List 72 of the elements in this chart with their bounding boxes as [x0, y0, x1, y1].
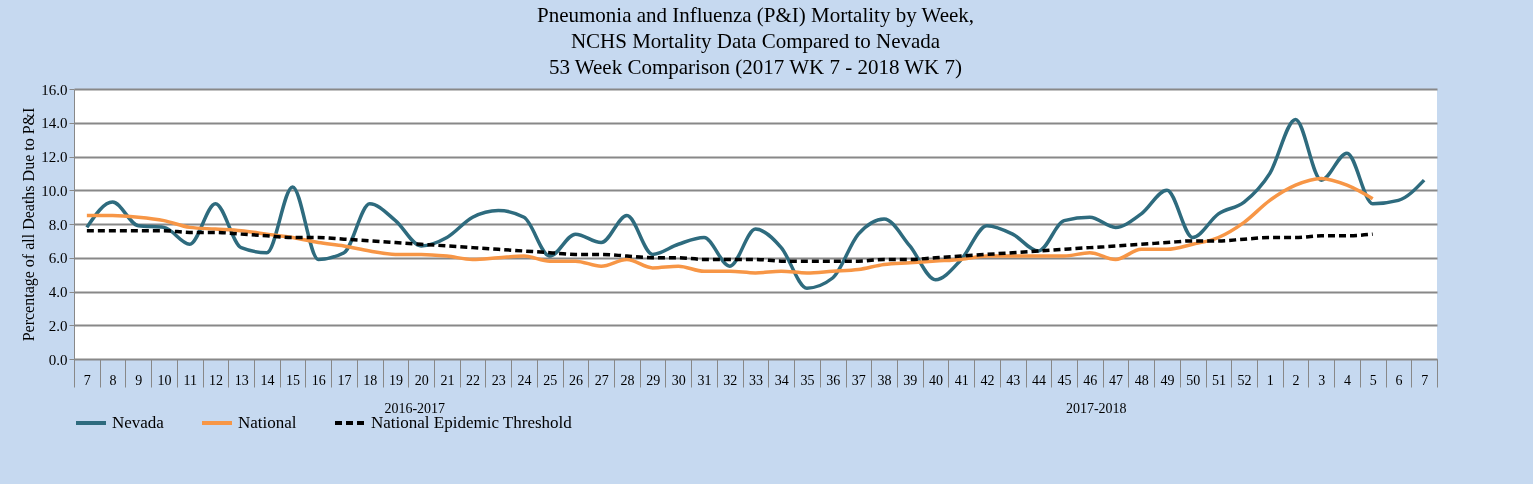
text: 2017-2018 — [1065, 401, 1127, 416]
x-tick-label: 46 — [1083, 372, 1098, 388]
x-tick-label: 14 — [260, 372, 275, 388]
x-tick-label: 1 — [1266, 372, 1274, 388]
x-tick-label: 37 — [851, 372, 866, 388]
x-tick-label: 41 — [954, 372, 969, 388]
text: 2016-2017 — [384, 401, 446, 416]
x-tick-label: 33 — [749, 372, 763, 388]
legend-label: Nevada — [112, 413, 165, 432]
x-tick-label: 27 — [594, 372, 609, 388]
legend-label: National Epidemic Threshold — [371, 413, 573, 432]
x-tick-label: 19 — [388, 372, 403, 388]
x-tick-label: 24 — [517, 372, 532, 388]
y-tick-label: 8.0 — [48, 216, 68, 233]
x-tick-label: 25 — [543, 372, 558, 388]
x-tick-label: 52 — [1237, 372, 1252, 388]
x-tick-label: 11 — [183, 372, 197, 388]
x-tick-label: 40 — [929, 372, 944, 388]
x-tick-label: 47 — [1109, 372, 1124, 388]
x-tick-label: 17 — [337, 372, 352, 388]
x-tick-label: 13 — [234, 372, 249, 388]
x-tick-label: 42 — [980, 372, 995, 388]
x-tick-label: 39 — [903, 372, 918, 388]
x-tick-label: 35 — [800, 372, 815, 388]
y-tick-label: 10.0 — [41, 182, 68, 199]
x-tick-label: 29 — [646, 372, 661, 388]
x-tick-label: 30 — [671, 372, 686, 388]
y-tick-label: 6.0 — [48, 250, 68, 267]
x-tick-label: 23 — [491, 372, 506, 388]
legend-label: National — [238, 413, 297, 432]
x-tick-label: 45 — [1057, 372, 1072, 388]
y-axis-title: Percentage of all Deaths Due to P&I — [20, 107, 39, 342]
x-tick-label: 12 — [208, 372, 223, 388]
x-tick-label: 20 — [414, 372, 429, 388]
y-tick-label: 2.0 — [48, 317, 68, 334]
x-tick-label: 43 — [1006, 372, 1021, 388]
x-tick-label: 38 — [877, 372, 892, 388]
x-tick-label: 21 — [440, 372, 455, 388]
x-tick-label: 50 — [1186, 372, 1201, 388]
x-tick-label: 2 — [1292, 372, 1300, 388]
x-tick-label: 18 — [363, 372, 378, 388]
y-tick-label: 0.0 — [48, 351, 68, 368]
x-tick-label: 9 — [135, 372, 143, 388]
line-series — [85, 229, 1375, 263]
x-tick-label: 7 — [1421, 372, 1429, 388]
chart-title: Pneumonia and Influenza (P&I) Mortality by Week, NCHS Mortality Data Compared to Nevada 53 Week Comparison (2017 WK 7 - 2018 WK 7) — [536, 3, 975, 79]
x-tick-label: 28 — [620, 372, 635, 388]
x-tick-label: 49 — [1160, 372, 1175, 388]
line-series — [85, 176, 1375, 275]
x-tick-label: 26 — [568, 372, 583, 388]
y-tick-label: 12.0 — [41, 149, 68, 165]
x-tick-label: 32 — [723, 372, 738, 388]
y-tick-label: 16.0 — [41, 81, 68, 98]
x-tick-label: 44 — [1031, 372, 1046, 388]
x-tick-label: 4 — [1343, 372, 1351, 388]
x-tick-label: 7 — [83, 372, 91, 388]
x-tick-label: 48 — [1134, 372, 1149, 388]
y-tick-label: 4.0 — [48, 284, 68, 300]
y-tick-label: 14.0 — [41, 115, 68, 132]
x-tick-label: 51 — [1211, 372, 1226, 388]
x-tick-label: 5 — [1369, 372, 1377, 388]
x-tick-label: 16 — [311, 372, 326, 388]
x-tick-label: 34 — [774, 372, 789, 388]
x-tick-label: 31 — [697, 372, 712, 388]
x-tick-label: 10 — [157, 372, 172, 388]
x-tick-label: 8 — [109, 372, 117, 388]
x-tick-label: 36 — [826, 372, 841, 388]
line-series — [85, 117, 1426, 290]
x-tick-label: 3 — [1318, 372, 1326, 388]
x-tick-label: 6 — [1395, 372, 1403, 388]
x-tick-label: 15 — [286, 372, 301, 388]
x-tick-label: 22 — [466, 372, 481, 388]
